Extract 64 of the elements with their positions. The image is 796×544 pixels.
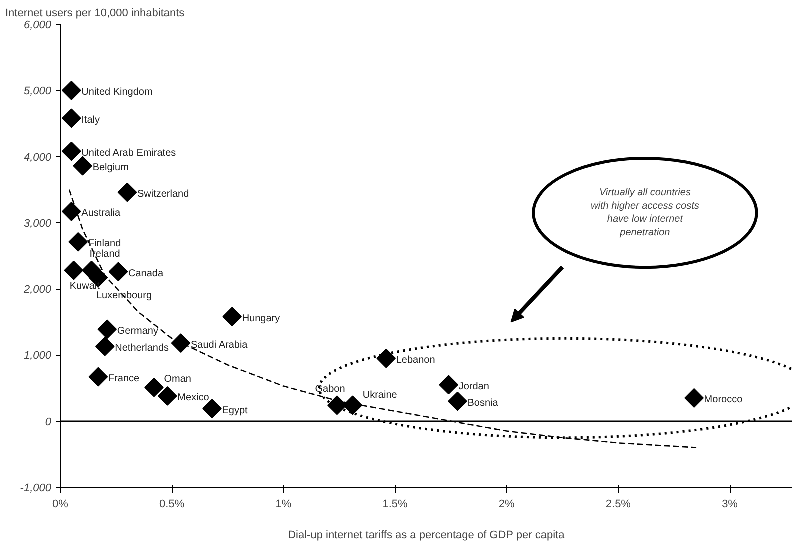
x-tick-label: 0%	[52, 498, 69, 510]
annotation: Jordan	[458, 381, 490, 392]
y-tick-label: 3,000	[24, 218, 52, 230]
annotation: Switzerland	[137, 189, 190, 200]
annotation: Ireland	[90, 249, 120, 260]
annotation: Netherlands	[115, 343, 170, 354]
y-axis-title: Internet users per 10,000 inhabitants	[6, 8, 186, 20]
x-axis-title: Dial-up internet tariffs as a percentage of GDP per capita	[288, 530, 566, 542]
y-tick-label: 4,000	[24, 152, 52, 164]
annotation: Finland	[88, 238, 122, 250]
y-tick-label: -1,000	[20, 482, 52, 494]
x-tick-label: 2%	[498, 498, 516, 510]
point	[448, 392, 468, 412]
point	[98, 320, 118, 340]
annotation: Germany	[117, 326, 158, 337]
annotation: Saudi Arabia	[191, 340, 248, 351]
annotation: Luxembourg	[96, 290, 152, 302]
point	[64, 260, 84, 280]
point	[343, 396, 363, 416]
annotation: Virtually all countries with higher access costs have low internet penetration	[591, 188, 700, 238]
point	[73, 156, 93, 176]
point	[118, 182, 138, 202]
y-tick-label: 6,000	[24, 20, 52, 32]
point	[62, 108, 82, 128]
y-tick-label: 2,000	[22, 284, 52, 296]
annotation: Gabon	[315, 384, 346, 395]
y-tick-label: 1,000	[24, 350, 52, 362]
point	[95, 336, 115, 356]
annotation: Ukraine	[362, 390, 398, 401]
annotation: Canada	[128, 268, 164, 280]
point	[222, 307, 242, 327]
point	[144, 378, 164, 398]
annotation: Australia	[82, 208, 122, 220]
x-tick-label: 1.5%	[382, 498, 408, 510]
point	[68, 232, 88, 252]
point	[62, 80, 82, 100]
y-tick-label: 0	[45, 416, 52, 428]
x-tick-label: 2.5%	[606, 498, 632, 510]
annotation: Italy	[82, 114, 100, 126]
annotation: Belgium	[92, 162, 129, 174]
annotation: Egypt	[222, 405, 248, 416]
annotation: France	[108, 374, 140, 385]
point	[376, 348, 396, 368]
annotation: Bosnia	[468, 398, 499, 410]
point	[62, 142, 82, 162]
annotation: United Arab Emirates	[82, 148, 176, 159]
annotation: Oman	[164, 374, 192, 386]
annotation: Morocco	[704, 394, 744, 406]
x-tick-label: 3%	[722, 498, 738, 510]
annotation: United Kingdom	[82, 87, 153, 98]
point	[88, 367, 108, 387]
y-tick-label: 5,000	[24, 86, 52, 98]
annotation: Mexico	[178, 392, 210, 404]
point	[62, 202, 82, 222]
point	[684, 388, 704, 408]
x-tick-label: 1%	[276, 498, 292, 510]
annotation: Hungary	[242, 313, 280, 324]
annotation: Lebanon	[396, 355, 436, 366]
point	[202, 399, 222, 418]
point	[158, 386, 178, 406]
x-tick-label: 0.5%	[160, 498, 185, 510]
point	[108, 262, 128, 282]
point	[171, 334, 191, 353]
point	[439, 375, 459, 395]
